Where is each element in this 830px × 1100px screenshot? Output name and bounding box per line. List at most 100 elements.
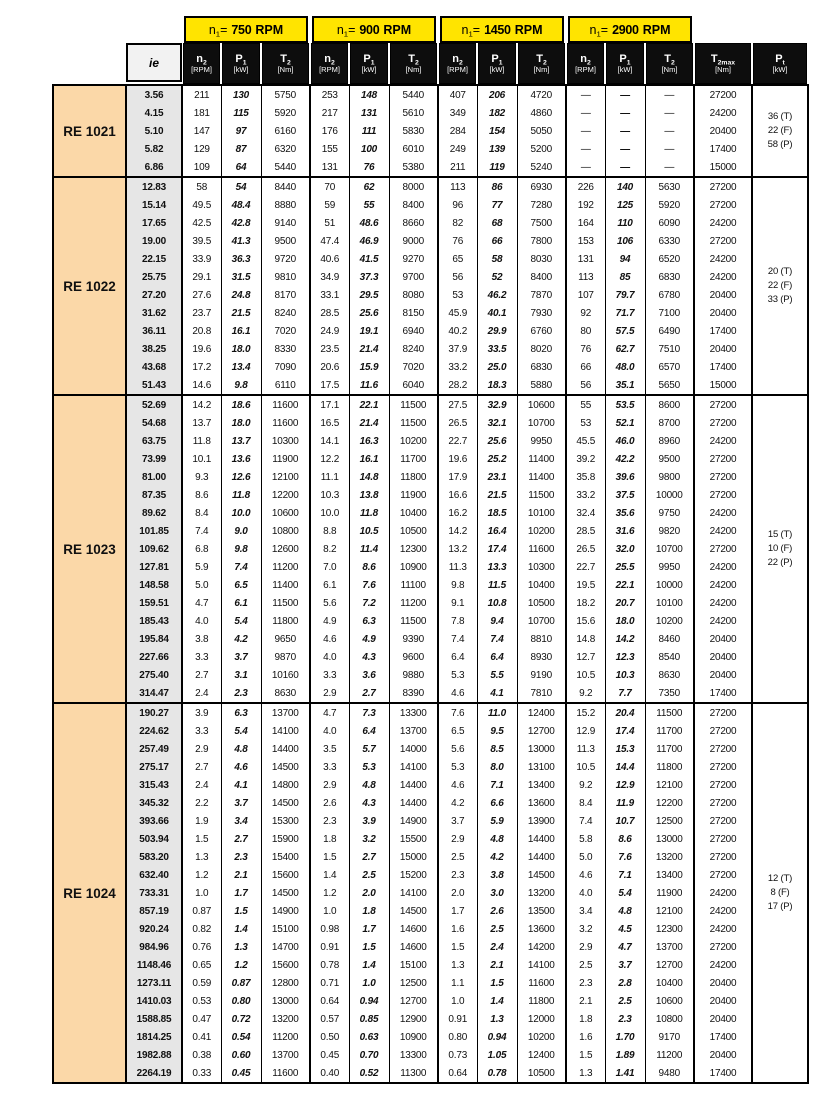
model-cell: RE 1021 — [52, 84, 127, 178]
p1-cell: 0.70 — [348, 1046, 389, 1064]
p1-cell: 87 — [220, 140, 261, 158]
p1-cell: 2.3 — [220, 684, 261, 703]
t2-cell: 10500 — [516, 594, 566, 612]
p1-cell: 52.1 — [604, 414, 645, 432]
t2-cell: 6940 — [388, 322, 438, 340]
p1-cell: 9.8 — [220, 376, 261, 395]
t2-cell: 10700 — [516, 414, 566, 432]
n2-cell: 16.6 — [437, 486, 477, 504]
p1-cell: 139 — [476, 140, 517, 158]
t2-cell: 12100 — [644, 902, 694, 920]
t2-cell: 11500 — [516, 486, 566, 504]
p1-cell: 2.5 — [604, 992, 645, 1010]
p1-cell: 2.0 — [348, 884, 389, 902]
p1-cell: 79.7 — [604, 286, 645, 304]
speed-header-1450: n1= 1450 RPM — [438, 16, 566, 43]
n2-cell: 37.9 — [437, 340, 477, 358]
t2-cell: 10000 — [644, 486, 694, 504]
n2-cell: 155 — [309, 140, 349, 158]
p1-cell: 1.05 — [476, 1046, 517, 1064]
t2-cell: 15100 — [388, 956, 438, 974]
n2-cell: — — [565, 140, 605, 158]
table-row: 31.62 23.7 21.5 8240 28.5 25.6 8150 45.9 40.1 793… — [53, 304, 808, 322]
pt-value: 33 (P) — [767, 294, 793, 306]
p1-cell: 4.1 — [220, 776, 261, 794]
t2-cell: 10400 — [388, 504, 438, 522]
p1-cell: 1.41 — [604, 1064, 645, 1084]
n2-cell: 9.3 — [181, 468, 221, 486]
n2-cell: 6.5 — [437, 722, 477, 740]
p1-cell: 6.3 — [220, 702, 261, 722]
ratio-cell: 185.43 — [125, 612, 183, 630]
n2-cell: 12.9 — [565, 722, 605, 740]
n2-cell: 8.2 — [309, 540, 349, 558]
n2-cell: 0.76 — [181, 938, 221, 956]
speed-header-900: n1= 900 RPM — [310, 16, 438, 43]
p1-cell: 36.3 — [220, 250, 261, 268]
n2-cell: 5.3 — [437, 666, 477, 684]
n2-cell: 211 — [437, 158, 477, 177]
n2-cell: 349 — [437, 104, 477, 122]
p1-cell: 1.7 — [220, 884, 261, 902]
n2-cell: 4.6 — [437, 776, 477, 794]
p1-cell: 13.6 — [220, 450, 261, 468]
n2-cell: 28.5 — [565, 522, 605, 540]
p1-cell: 6.3 — [348, 612, 389, 630]
n2-cell: 10.0 — [309, 504, 349, 522]
p1-cell: 0.78 — [476, 1064, 517, 1084]
p1-cell: 131 — [348, 104, 389, 122]
p1-cell: 4.3 — [348, 648, 389, 666]
n2-cell: 76 — [437, 232, 477, 250]
ratio-cell: 127.81 — [125, 558, 183, 576]
col-header-t2: T2 [Nm] — [645, 43, 694, 85]
p1-cell: 22.1 — [604, 576, 645, 594]
table-row: 275.17 2.7 4.6 14500 3.3 5.3 14100 5.3 8.0 13100 1… — [53, 758, 808, 776]
n2-cell: 1.6 — [437, 920, 477, 938]
n2-cell: 20.8 — [181, 322, 221, 340]
t2-cell: 11500 — [388, 414, 438, 432]
p1-cell: 85 — [604, 268, 645, 286]
p1-cell: 148 — [348, 84, 389, 104]
p1-cell: 2.8 — [604, 974, 645, 992]
t2-cell: 11700 — [644, 722, 694, 740]
n2-cell: 24.9 — [309, 322, 349, 340]
t2-cell: 11400 — [516, 468, 566, 486]
p1-cell: 7.4 — [476, 630, 517, 648]
ratio-cell: 5.10 — [125, 122, 183, 140]
t2-cell: 13700 — [388, 722, 438, 740]
n2-cell: 17.5 — [309, 376, 349, 395]
t2-cell: 6010 — [388, 140, 438, 158]
p1-cell: 1.5 — [220, 902, 261, 920]
table-row: 5.10 147 97 6160 176 111 5830 284 154 5050— — —2040… — [53, 122, 808, 140]
p1-cell: 11.8 — [348, 504, 389, 522]
t2-cell: 11600 — [260, 394, 310, 414]
t2-cell: 14200 — [516, 938, 566, 956]
pt-column-header: Pt [kW] — [752, 43, 808, 85]
p1-cell: 2.3 — [604, 1010, 645, 1028]
t2-cell: 15400 — [260, 848, 310, 866]
t2-cell: 12600 — [260, 540, 310, 558]
t2-cell: 5880 — [516, 376, 566, 395]
p1-cell: 15.3 — [604, 740, 645, 758]
n2-cell: 1.0 — [181, 884, 221, 902]
ratio-cell: 257.49 — [125, 740, 183, 758]
n2-cell: 2.9 — [309, 776, 349, 794]
n2-cell: 4.6 — [437, 684, 477, 703]
p1-cell: 9.5 — [476, 722, 517, 740]
t2-cell: — — [644, 158, 694, 177]
t2-cell: 8240 — [388, 340, 438, 358]
t2-cell: 15000 — [388, 848, 438, 866]
p1-cell: 25.0 — [476, 358, 517, 376]
table-row: 224.62 3.3 5.4 14100 4.0 6.4 13700 6.5 9.5 12700 1… — [53, 722, 808, 740]
t2-cell: 6320 — [260, 140, 310, 158]
t2-cell: 11500 — [260, 594, 310, 612]
n2-cell: 22.7 — [437, 432, 477, 450]
t2-cell: 11800 — [388, 468, 438, 486]
n2-cell: 211 — [181, 84, 221, 104]
n2-cell: 147 — [181, 122, 221, 140]
n2-cell: 7.4 — [181, 522, 221, 540]
t2-cell: 9800 — [644, 468, 694, 486]
n2-cell: 33.2 — [437, 358, 477, 376]
p1-cell: 41.5 — [348, 250, 389, 268]
pt-cell: 36 (T) 22 (F) 58 (P) — [751, 84, 809, 178]
